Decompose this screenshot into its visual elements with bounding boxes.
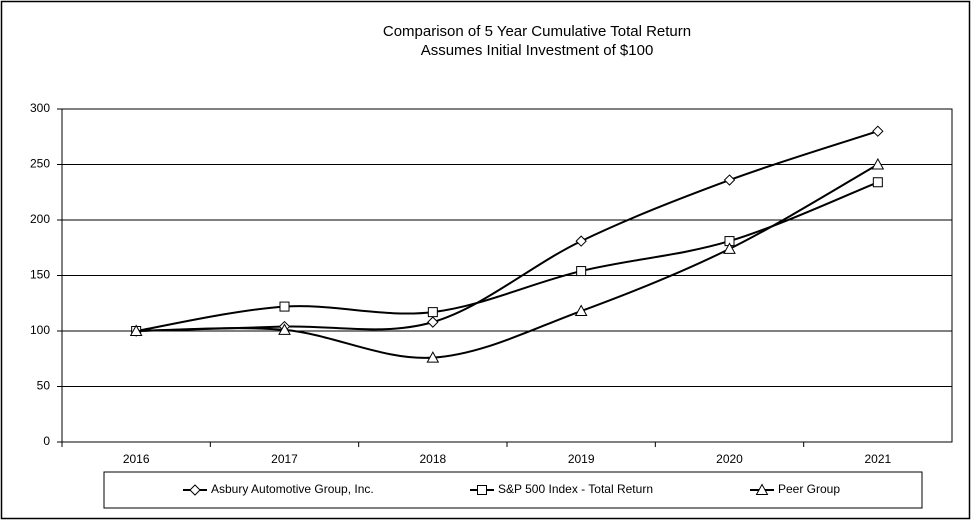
legend-marker	[755, 483, 769, 495]
x-tick-label: 2018	[419, 452, 446, 466]
data-point	[871, 157, 885, 170]
y-tick-label: 250	[30, 157, 50, 171]
data-point	[723, 242, 736, 254]
y-tick-label: 200	[30, 212, 50, 226]
y-tick-label: 100	[30, 323, 50, 337]
y-tick-label: 300	[30, 101, 50, 115]
legend-label: Asbury Automotive Group, Inc.	[211, 482, 374, 496]
chart-title: Comparison of 5 Year Cumulative Total Re…	[383, 23, 691, 40]
x-tick-label: 2017	[271, 452, 298, 466]
series-line	[136, 181, 879, 332]
x-tick-label: 2016	[123, 452, 150, 466]
data-point	[723, 174, 736, 186]
y-tick-label: 150	[30, 268, 50, 282]
data-point	[278, 323, 291, 335]
data-point	[279, 301, 290, 312]
data-point	[872, 177, 883, 188]
legend-label: S&P 500 Index - Total Return	[498, 482, 653, 496]
legend-marker	[189, 484, 201, 496]
series-line	[136, 163, 879, 359]
legend-label: Peer Group	[778, 482, 840, 496]
data-point	[574, 304, 588, 317]
x-tick-label: 2019	[568, 452, 595, 466]
data-point	[427, 307, 438, 318]
data-point	[576, 266, 587, 277]
data-point	[872, 125, 884, 137]
y-tick-label: 50	[37, 379, 51, 393]
data-point	[427, 316, 439, 328]
x-tick-label: 2021	[864, 452, 891, 466]
data-point	[129, 324, 143, 336]
legend-marker	[477, 485, 487, 495]
chart-subtitle: Assumes Initial Investment of $100	[421, 42, 654, 59]
y-tick-label: 0	[43, 434, 50, 448]
x-tick-label: 2020	[716, 452, 743, 466]
legend-box	[103, 471, 923, 509]
data-point	[426, 351, 440, 363]
series-line	[136, 130, 879, 332]
data-point	[575, 235, 587, 247]
